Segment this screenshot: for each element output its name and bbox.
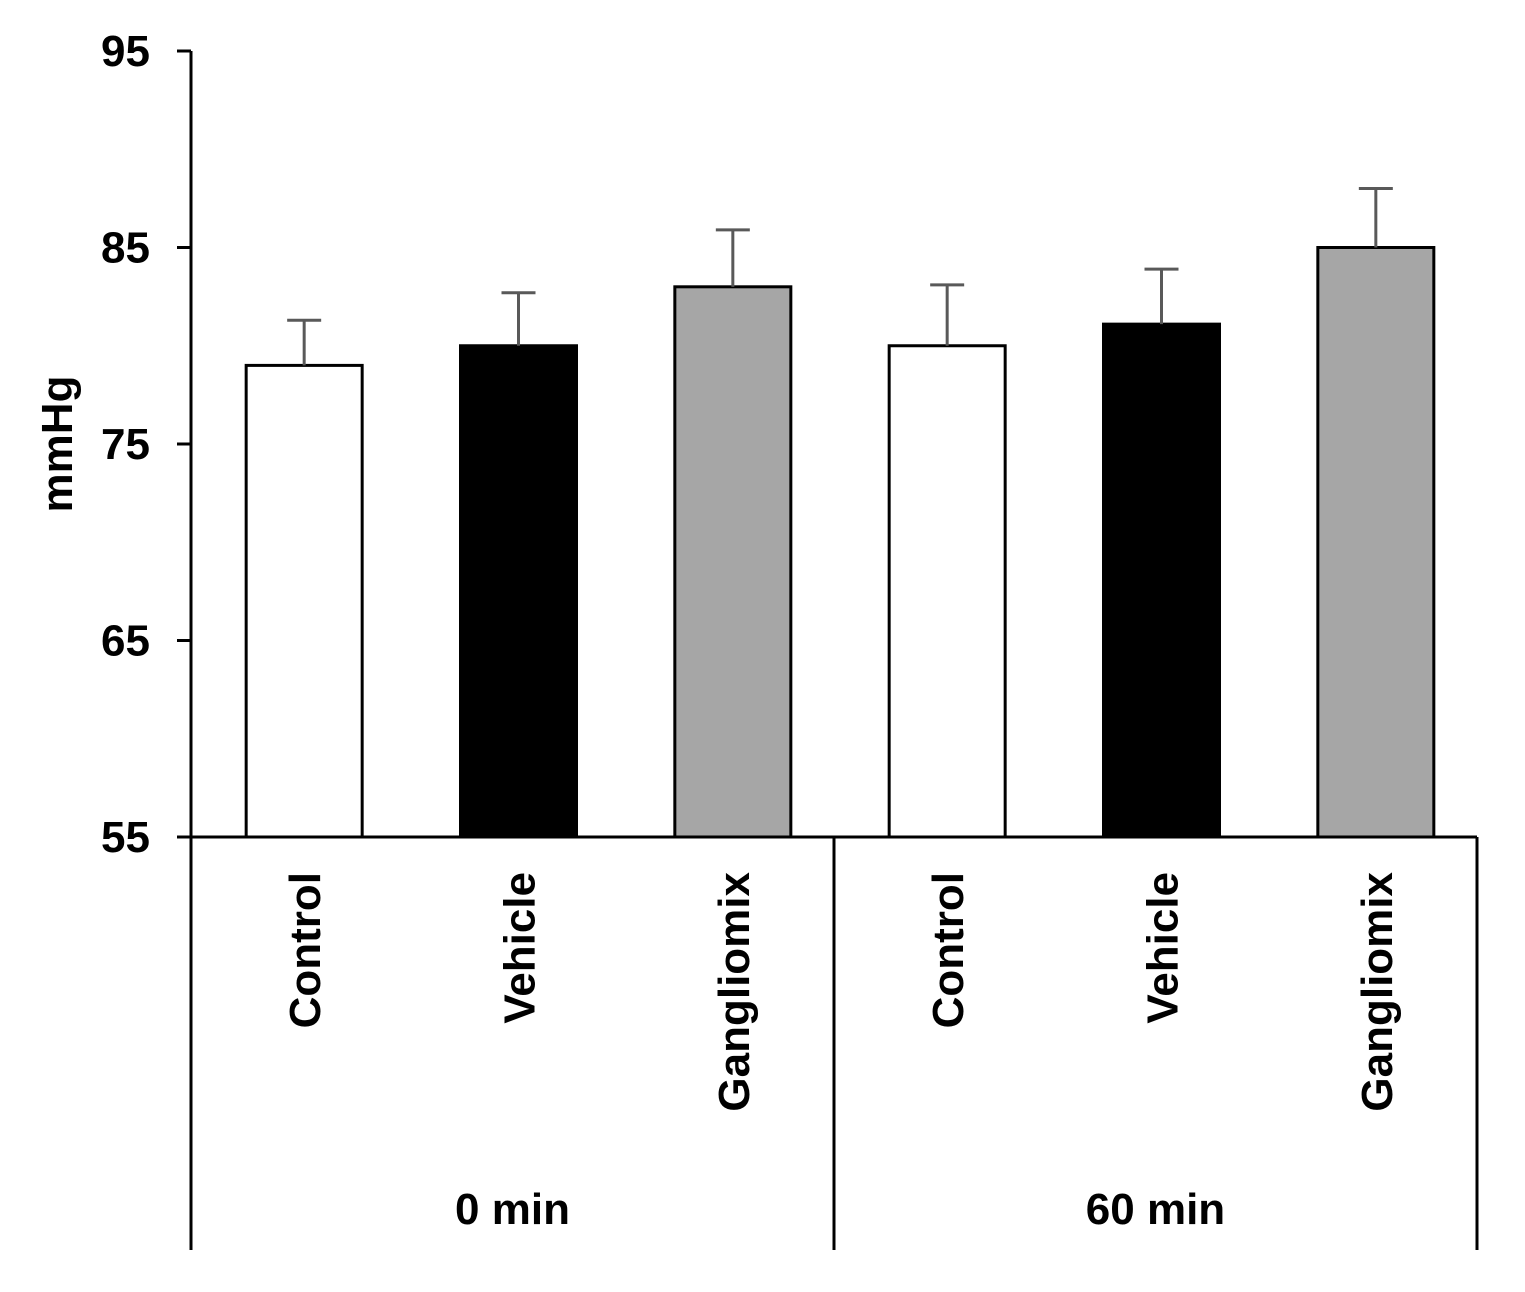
bar-60-min-gangliomix	[1316, 246, 1436, 839]
group-label: 0 min	[455, 1185, 570, 1234]
y-axis-label: mmHg	[33, 376, 82, 513]
y-tick-label: 95	[101, 27, 150, 76]
bar-60-min-control	[887, 344, 1007, 839]
y-tick-label: 75	[101, 420, 150, 469]
category-label: Gangliomix	[710, 871, 759, 1111]
category-label: Vehicle	[496, 872, 545, 1024]
group-label: 60 min	[1086, 1185, 1225, 1234]
category-label: Vehicle	[1139, 872, 1188, 1024]
labels-layer: Control Vehicle Gangliomix 0 min Control Vehi…	[33, 27, 1402, 1234]
y-tick-label: 55	[101, 813, 150, 862]
bar-60-min-vehicle	[1102, 322, 1221, 839]
bar-0-min-control	[244, 363, 364, 839]
bars-layer	[244, 187, 1436, 839]
y-tick-label: 65	[101, 617, 150, 666]
bar-0-min-gangliomix	[673, 285, 793, 839]
category-label: Gangliomix	[1353, 871, 1402, 1111]
axes-layer	[177, 49, 1479, 1250]
bar-0-min-vehicle	[459, 344, 578, 839]
y-tick-label: 85	[101, 224, 150, 273]
category-label: Control	[924, 872, 973, 1028]
category-label: Control	[281, 872, 330, 1028]
